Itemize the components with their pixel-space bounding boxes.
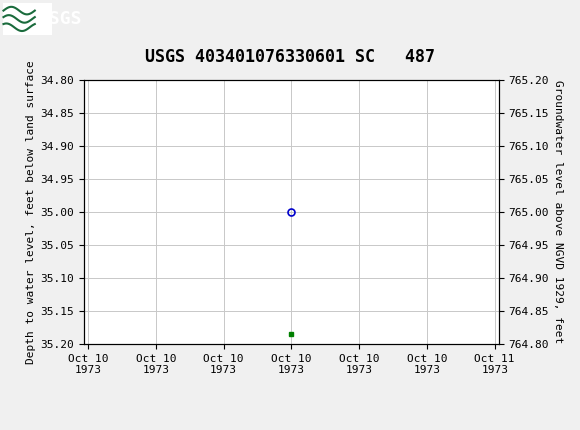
Text: USGS: USGS [38, 10, 81, 28]
Y-axis label: Groundwater level above NGVD 1929, feet: Groundwater level above NGVD 1929, feet [553, 80, 563, 344]
Y-axis label: Depth to water level, feet below land surface: Depth to water level, feet below land su… [27, 60, 37, 364]
Bar [3, 3, 52, 35]
Legend: Period of approved data: Period of approved data [186, 427, 397, 430]
Text: USGS 403401076330601 SC   487: USGS 403401076330601 SC 487 [145, 48, 435, 65]
